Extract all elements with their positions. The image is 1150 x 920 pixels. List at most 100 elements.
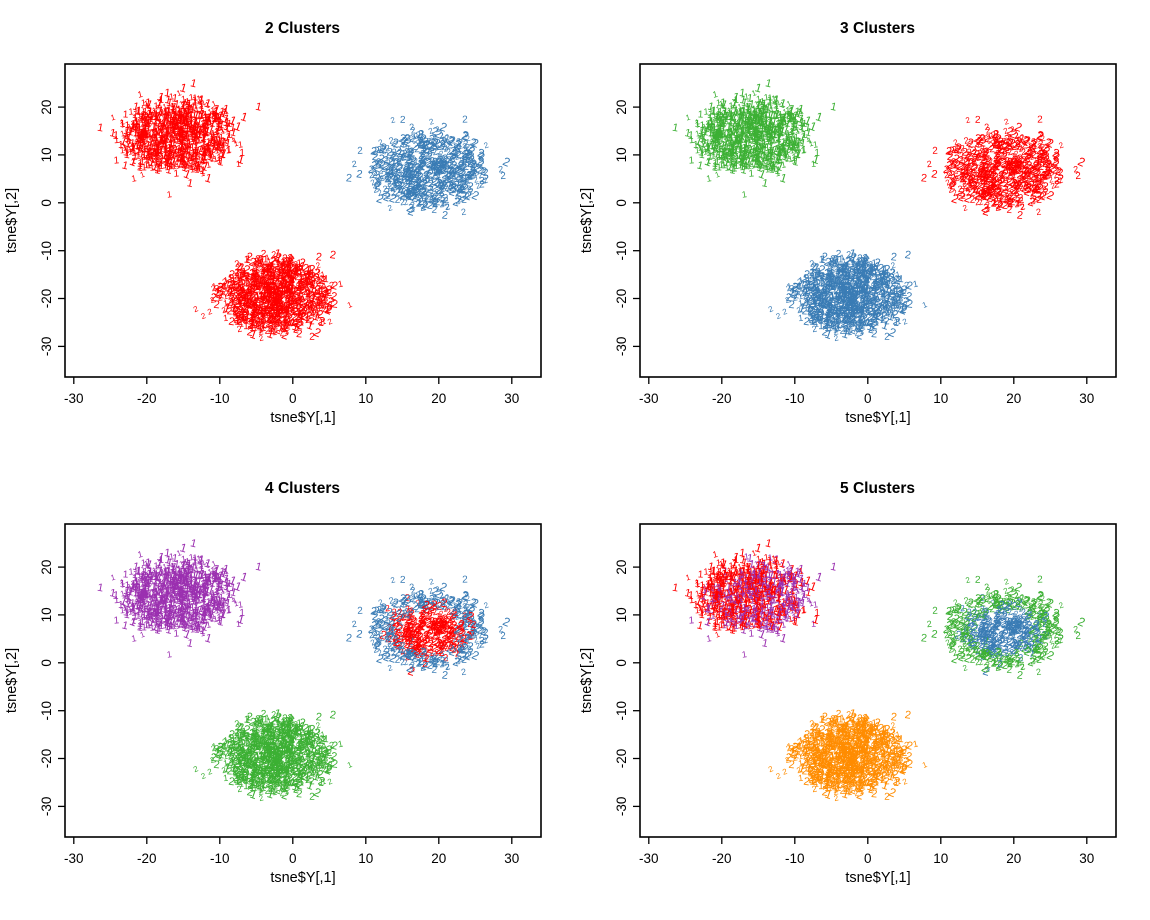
svg-text:2: 2 [1016,210,1024,223]
svg-text:2: 2 [200,311,208,321]
svg-text:1: 1 [178,80,189,95]
svg-text:1: 1 [829,101,838,114]
svg-text:tsne$Y[,2]: tsne$Y[,2] [579,188,595,253]
svg-text:2: 2 [329,249,337,262]
svg-text:1: 1 [110,573,117,583]
svg-text:2: 2 [431,205,438,216]
svg-text:2: 2 [441,210,449,223]
svg-text:2: 2 [426,150,433,163]
svg-text:2: 2 [789,283,795,293]
svg-text:1: 1 [337,279,344,290]
svg-text:2: 2 [975,115,981,126]
svg-text:2: 2 [345,172,352,185]
svg-text:-30: -30 [64,391,84,406]
svg-text:2: 2 [1035,207,1042,218]
svg-text:10: 10 [614,147,629,162]
svg-text:2: 2 [890,251,897,264]
svg-text:2: 2 [920,172,927,185]
svg-text:2: 2 [1020,163,1026,173]
svg-text:1: 1 [811,152,821,167]
svg-text:-30: -30 [39,337,54,357]
svg-text:2: 2 [461,195,467,206]
svg-text:1: 1 [237,139,243,150]
svg-text:2: 2 [357,146,363,157]
svg-text:-10: -10 [614,241,629,261]
svg-text:2: 2 [904,249,912,262]
svg-text:0: 0 [39,199,54,207]
svg-text:-10: -10 [785,391,805,406]
svg-text:1: 1 [696,159,705,172]
svg-text:2: 2 [407,178,413,189]
svg-text:1: 1 [814,109,825,124]
svg-text:2: 2 [932,146,938,157]
svg-text:20: 20 [39,100,54,115]
svg-text:1: 1 [189,77,198,90]
svg-text:2: 2 [428,117,435,127]
svg-text:0: 0 [614,199,629,207]
svg-text:-30: -30 [639,391,659,406]
svg-text:2: 2 [438,163,444,174]
svg-text:tsne$Y[,2]: tsne$Y[,2] [4,188,20,253]
svg-text:-10: -10 [210,391,230,406]
svg-text:2: 2 [355,168,363,181]
svg-text:2: 2 [390,115,397,125]
svg-text:1: 1 [741,189,747,200]
svg-text:tsne$Y[,1]: tsne$Y[,1] [845,410,910,426]
svg-text:2: 2 [1036,195,1042,206]
svg-text:1: 1 [113,155,120,166]
svg-text:2: 2 [965,115,972,125]
svg-text:0: 0 [864,391,872,406]
svg-text:1: 1 [121,159,130,172]
svg-text:1: 1 [236,152,246,167]
svg-text:1: 1 [687,130,694,143]
svg-text:2: 2 [463,172,470,184]
svg-text:1: 1 [912,279,919,290]
svg-text:2: 2 [982,178,988,189]
svg-text:2: 2 [1001,150,1008,163]
svg-text:20: 20 [431,391,446,406]
svg-text:10: 10 [933,391,948,406]
svg-text:1: 1 [707,128,714,139]
svg-text:1: 1 [699,120,705,131]
svg-text:1: 1 [254,101,263,114]
svg-text:20: 20 [614,100,629,115]
svg-text:1: 1 [921,300,929,310]
svg-text:-10: -10 [39,241,54,261]
svg-text:1: 1 [688,155,695,166]
svg-text:2 Clusters: 2 Clusters [265,20,340,37]
svg-text:1: 1 [110,113,117,123]
svg-text:2: 2 [990,165,996,175]
svg-text:1: 1 [241,269,247,279]
svg-text:1: 1 [878,312,885,325]
svg-text:2: 2 [890,276,896,287]
svg-text:1: 1 [132,128,139,139]
svg-text:4 Clusters: 4 Clusters [265,480,340,497]
svg-text:10: 10 [358,391,373,406]
svg-text:2: 2 [445,163,451,173]
svg-text:10: 10 [39,147,54,162]
svg-text:1: 1 [239,109,250,124]
svg-text:-20: -20 [614,289,629,309]
svg-text:1: 1 [816,269,822,279]
svg-text:1: 1 [764,77,773,90]
svg-text:1: 1 [130,173,137,184]
svg-text:2: 2 [901,317,909,327]
svg-text:2: 2 [1031,144,1037,155]
svg-text:30: 30 [504,391,519,406]
svg-text:-20: -20 [712,391,732,406]
svg-text:2: 2 [400,115,406,126]
svg-text:2: 2 [326,317,334,327]
svg-text:-20: -20 [137,391,157,406]
svg-text:-30: -30 [614,337,629,357]
svg-text:1: 1 [753,80,764,95]
svg-text:1: 1 [705,173,712,184]
svg-text:2: 2 [315,251,322,264]
svg-text:2: 2 [767,304,775,314]
svg-text:2: 2 [214,283,220,293]
svg-text:1: 1 [346,300,354,310]
svg-text:tsne$Y[,1]: tsne$Y[,1] [270,410,335,426]
svg-text:1: 1 [112,130,119,143]
svg-text:2: 2 [1037,115,1043,126]
svg-text:1: 1 [124,120,130,131]
svg-text:2: 2 [462,115,468,126]
